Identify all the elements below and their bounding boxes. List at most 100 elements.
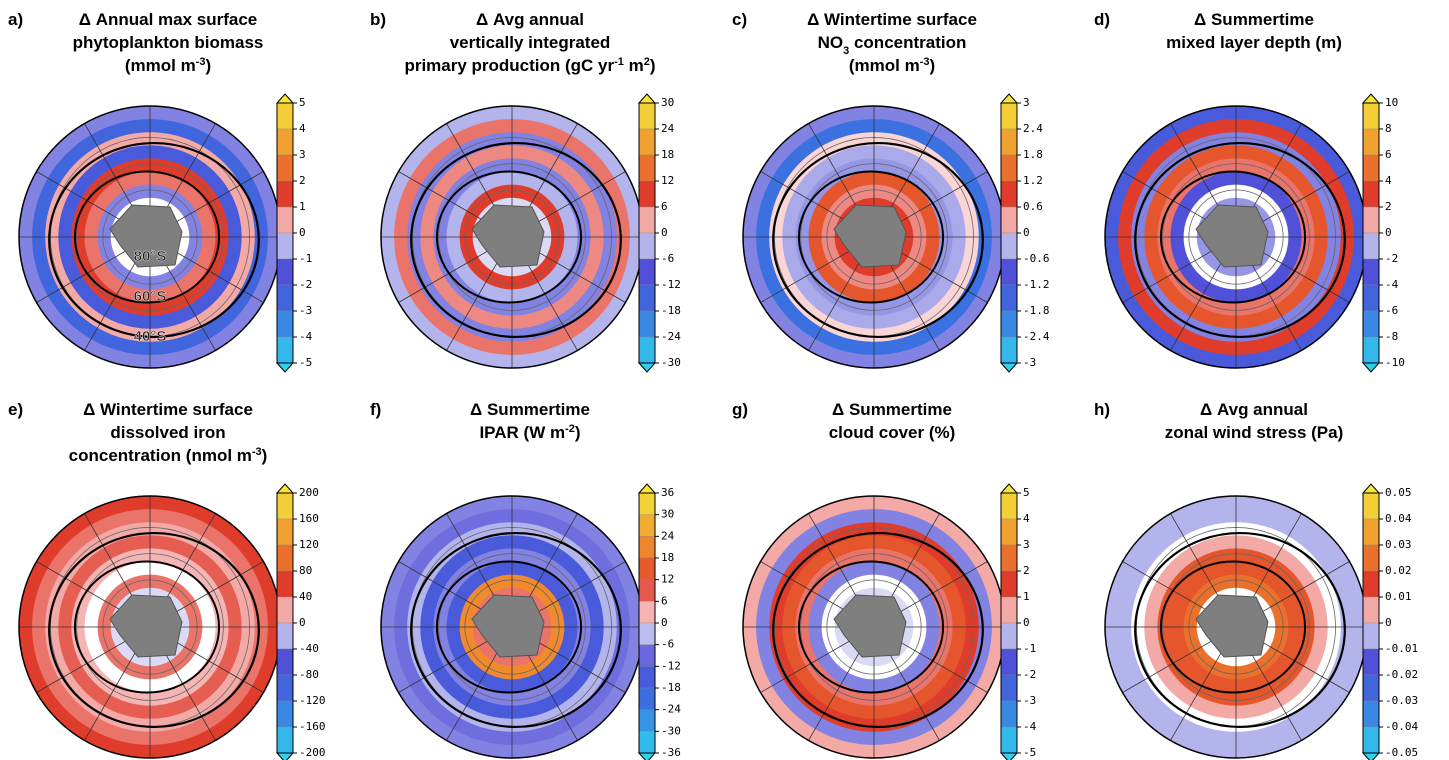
colorbar-tick-label: 40	[299, 590, 312, 603]
title-text: Δ Summertime	[832, 400, 952, 419]
colorbar-segment	[1363, 519, 1379, 545]
colorbar-segment	[639, 285, 655, 311]
title-text: Δ Wintertime surface	[807, 10, 977, 29]
panel-letter: b)	[370, 10, 386, 29]
panel-title: dissolved iron	[110, 423, 225, 442]
colorbar-tick-label: -120	[299, 694, 326, 707]
colorbar-segment	[639, 337, 655, 363]
colorbar-bottom	[639, 753, 655, 760]
title-text: IPAR (W m	[479, 423, 565, 442]
colorbar-top	[639, 94, 655, 103]
colorbar-segment	[1001, 545, 1017, 571]
panel-title: IPAR (W m-2)	[479, 423, 580, 442]
colorbar-top	[639, 484, 655, 493]
colorbar-segment	[1001, 129, 1017, 155]
colorbar-segment	[277, 285, 293, 311]
colorbar-tick-label: -5	[299, 356, 312, 369]
colorbar-segment	[639, 103, 655, 129]
colorbar-segment	[1001, 337, 1017, 363]
colorbar-bottom	[277, 363, 293, 372]
colorbar-segment	[277, 233, 293, 259]
colorbar-segment	[1363, 103, 1379, 129]
colorbar-tick-label: -4	[1023, 720, 1037, 733]
colorbar-tick-label: -160	[299, 720, 326, 733]
panel-title: phytoplankton biomass	[73, 33, 264, 52]
title-text: cloud cover (%)	[829, 423, 956, 442]
panel-letter: f)	[370, 400, 381, 419]
title-text: (mmol m	[125, 56, 196, 75]
colorbar-segment	[1363, 207, 1379, 233]
colorbar-segment	[1363, 701, 1379, 727]
colorbar-tick-label: 1.8	[1023, 148, 1043, 161]
colorbar-tick-label: 0.05	[1385, 486, 1412, 499]
colorbar-tick-label: 5	[1023, 486, 1030, 499]
colorbar-segment	[1001, 155, 1017, 181]
colorbar-tick-label: -12	[661, 278, 681, 291]
colorbar-tick-label: -0.6	[1023, 252, 1050, 265]
colorbar-tick-label: -12	[661, 659, 681, 672]
panel-title: zonal wind stress (Pa)	[1165, 423, 1344, 442]
colorbar-tick-label: 30	[661, 508, 674, 521]
colorbar-segment	[1001, 727, 1017, 753]
panel-title: concentration (nmol m-3)	[69, 446, 268, 465]
colorbar-tick-label: -2	[299, 278, 312, 291]
colorbar-tick-label: -18	[661, 304, 681, 317]
colorbar-tick-label: -6	[661, 252, 674, 265]
colorbar-segment	[639, 207, 655, 233]
panel-title: Δ Summertime	[1194, 10, 1314, 29]
colorbar-segment	[1001, 701, 1017, 727]
colorbar-tick-label: 6	[1385, 148, 1392, 161]
colorbar-segment	[1363, 545, 1379, 571]
colorbar-tick-label: 1.2	[1023, 174, 1043, 187]
colorbar-segment	[277, 129, 293, 155]
colorbar-tick-label: 4	[1385, 174, 1392, 187]
colorbar-segment	[277, 701, 293, 727]
colorbar-segment	[277, 623, 293, 649]
colorbar-tick-label: 0	[1023, 616, 1030, 629]
colorbar-tick-label: 4	[1023, 512, 1030, 525]
colorbar-segment	[639, 688, 655, 710]
colorbar-segment	[277, 649, 293, 675]
colorbar-segment	[277, 181, 293, 207]
figure: a)Δ Annual max surfacephytoplankton biom…	[0, 0, 1449, 760]
colorbar-tick-label: 6	[661, 594, 668, 607]
colorbar-tick-label: -0.01	[1385, 642, 1418, 655]
title-text: zonal wind stress (Pa)	[1165, 423, 1344, 442]
colorbar-segment	[1001, 519, 1017, 545]
colorbar-tick-label: -2	[1385, 252, 1398, 265]
colorbar-segment	[1001, 181, 1017, 207]
colorbar-tick-label: 0.03	[1385, 538, 1412, 551]
colorbar-tick-label: 24	[661, 122, 675, 135]
colorbar-tick-label: 4	[299, 122, 306, 135]
colorbar-tick-label: 2	[299, 174, 306, 187]
colorbar-top	[277, 484, 293, 493]
colorbar-tick-label: 5	[299, 96, 306, 109]
colorbar-tick-label: -0.05	[1385, 746, 1418, 759]
panel-title: mixed layer depth (m)	[1166, 33, 1342, 52]
colorbar-top	[1001, 94, 1017, 103]
colorbar-tick-label: 0	[1385, 616, 1392, 629]
colorbar-segment	[1363, 155, 1379, 181]
title-sup: -3	[252, 446, 262, 458]
title-sup: -2	[565, 423, 575, 435]
title-text: Δ Wintertime surface	[83, 400, 253, 419]
colorbar-tick-label: 0.6	[1023, 200, 1043, 213]
colorbar-bottom	[1001, 363, 1017, 372]
colorbar-segment	[1363, 727, 1379, 753]
panel: a)Δ Annual max surfacephytoplankton biom…	[8, 10, 313, 372]
colorbar-segment	[639, 580, 655, 602]
colorbar-tick-label: -18	[661, 681, 681, 694]
title-text: phytoplankton biomass	[73, 33, 264, 52]
colorbar-segment	[1001, 571, 1017, 597]
colorbar-tick-label: 8	[1385, 122, 1392, 135]
colorbar-segment	[639, 601, 655, 623]
title-text: mixed layer depth (m)	[1166, 33, 1342, 52]
colorbar-tick-label: 200	[299, 486, 319, 499]
panel-letter: a)	[8, 10, 23, 29]
colorbar-segment	[639, 259, 655, 285]
title-text: Δ Summertime	[470, 400, 590, 419]
panel-letter: e)	[8, 400, 23, 419]
colorbar-tick-label: -1	[1023, 642, 1036, 655]
title-sup: -1	[614, 56, 624, 68]
colorbar-tick-label: -6	[661, 638, 674, 651]
